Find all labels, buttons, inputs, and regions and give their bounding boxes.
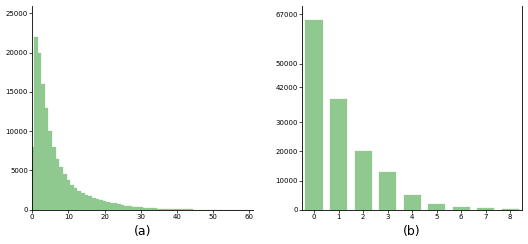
Bar xyxy=(41,84,45,210)
Bar xyxy=(164,209,168,210)
Bar xyxy=(78,191,81,210)
Bar xyxy=(106,202,110,210)
Bar xyxy=(135,207,139,210)
Bar xyxy=(103,201,106,210)
Bar xyxy=(182,209,186,210)
Bar xyxy=(330,99,347,210)
X-axis label: (a): (a) xyxy=(134,225,152,238)
Bar xyxy=(96,199,99,210)
Bar xyxy=(186,209,190,210)
Bar xyxy=(172,209,175,210)
Bar xyxy=(88,196,92,210)
Bar xyxy=(67,180,70,210)
Bar xyxy=(143,208,146,210)
Bar xyxy=(354,151,372,210)
Bar xyxy=(92,198,96,210)
Bar xyxy=(45,108,49,210)
Bar xyxy=(428,204,445,210)
Bar xyxy=(117,204,121,210)
Bar xyxy=(121,205,125,210)
Bar xyxy=(125,206,128,210)
Bar xyxy=(379,172,396,210)
Bar xyxy=(139,207,143,210)
Bar xyxy=(161,209,164,210)
X-axis label: (b): (b) xyxy=(403,225,421,238)
Bar xyxy=(452,207,470,210)
Bar xyxy=(70,185,74,210)
Bar xyxy=(110,203,114,210)
Bar xyxy=(128,206,131,210)
Bar xyxy=(168,209,172,210)
Bar xyxy=(146,208,150,210)
Bar xyxy=(157,209,161,210)
Bar xyxy=(477,208,494,210)
Bar xyxy=(131,207,135,210)
Bar xyxy=(81,193,84,210)
Bar xyxy=(37,53,41,210)
Bar xyxy=(52,147,56,210)
Bar xyxy=(99,200,103,210)
Bar xyxy=(175,209,178,210)
Bar xyxy=(306,20,323,210)
Bar xyxy=(178,209,182,210)
Bar xyxy=(154,208,157,210)
Bar xyxy=(150,208,154,210)
Bar xyxy=(34,37,37,210)
Bar xyxy=(63,174,67,210)
Bar xyxy=(403,195,421,210)
Bar xyxy=(31,147,34,210)
Bar xyxy=(59,167,63,210)
Bar xyxy=(114,203,117,210)
Bar xyxy=(74,188,78,210)
Bar xyxy=(49,131,52,210)
Bar xyxy=(56,159,59,210)
Bar xyxy=(502,209,519,210)
Bar xyxy=(84,195,88,210)
